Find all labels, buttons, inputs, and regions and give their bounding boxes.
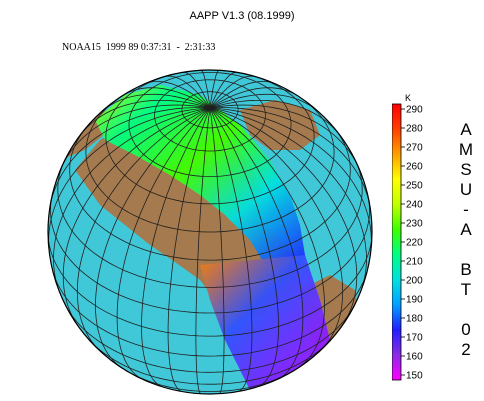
graticule-line	[209, 107, 279, 387]
graticule-line	[209, 107, 372, 248]
graticule-line	[209, 107, 371, 211]
colorbar-title-char: A	[460, 220, 472, 239]
colorbar-tick-label: 230	[406, 219, 423, 230]
colorbar-tick-label: 200	[406, 276, 423, 287]
graticule-line	[141, 107, 211, 387]
colorbar-tick-label: 270	[406, 143, 423, 154]
graticule-line	[124, 87, 211, 109]
colorbar-title-char: T	[460, 280, 472, 299]
colorbar-tick-label: 150	[406, 371, 423, 382]
graticule-line	[209, 107, 304, 379]
colorbar-tick-label: 190	[406, 295, 423, 306]
colorbar-gradient	[392, 103, 402, 381]
graticule-line	[78, 100, 211, 137]
graticule-line	[66, 306, 355, 373]
colorbar-title-char: A	[460, 120, 472, 139]
colorbar-title-char: U	[459, 180, 473, 199]
graticule-line	[183, 71, 211, 109]
colorbar-tick-label: 210	[406, 257, 423, 268]
graticule-line	[76, 107, 211, 350]
colorbar-title-char: 2	[461, 340, 471, 359]
colorbar-title-char: 0	[461, 320, 471, 339]
colorbar-title-char: -	[463, 200, 469, 219]
colorbar-title-char: M	[458, 140, 474, 159]
colorbar-tick-label: 260	[406, 162, 423, 173]
graticule-line	[49, 107, 211, 211]
graticule-line	[209, 81, 276, 109]
colorbar-tick-label: 180	[406, 314, 423, 325]
colorbar-tick-label: 160	[406, 352, 423, 363]
graticule-line	[209, 87, 296, 109]
graticule-line	[94, 107, 211, 368]
graticule-line	[48, 107, 211, 248]
graticule-line	[209, 107, 225, 394]
graticule-line	[209, 107, 253, 392]
graticule-line	[125, 368, 297, 392]
colorbar-tick-label: 250	[406, 181, 423, 192]
graticule-line	[144, 81, 211, 109]
graticule-line	[102, 93, 211, 112]
graticule-line	[53, 271, 368, 357]
globe-outline	[47, 69, 373, 395]
graticule-line	[116, 107, 211, 379]
graticule-line	[209, 104, 360, 169]
satellite-pass-info: NOAA15 1999 89 0:37:31 - 2:31:33	[62, 42, 216, 53]
colorbar-title-char: B	[460, 260, 472, 279]
graticule-line	[209, 75, 256, 109]
colorbar-title-char: S	[460, 160, 472, 179]
graticule-line	[209, 100, 342, 137]
graticule-line	[209, 107, 326, 368]
graticule-line	[209, 107, 358, 323]
graticule-line	[195, 107, 211, 394]
app-version-title: AAPP V1.3 (08.1999)	[189, 10, 295, 22]
satellite-swath-south	[200, 255, 330, 390]
graticule-line	[167, 107, 211, 392]
colorbar-tick-label: 280	[406, 124, 423, 135]
graticule-line	[209, 107, 367, 291]
satellite-swath-north	[95, 85, 305, 265]
colorbar-tick-label: 170	[406, 333, 423, 344]
colorbar-tick-label: 220	[406, 238, 423, 249]
colorbar: 290 280 270 260 250 240 230 220 210 200 190 180 170 1…	[392, 103, 423, 382]
land-greenland	[240, 100, 320, 150]
graticule-line	[209, 71, 237, 109]
graticule-line	[164, 75, 211, 109]
colorbar-tick-label: 290	[406, 105, 423, 116]
graticule-line	[209, 93, 318, 112]
graticule-line	[209, 107, 344, 350]
colorbar-tick-label: 240	[406, 200, 423, 211]
graticule-line	[200, 70, 211, 108]
graticule-line	[62, 107, 211, 323]
graticule-line	[60, 104, 211, 169]
graticule-line	[53, 107, 211, 291]
graticule-line	[209, 70, 220, 108]
graticule-line	[87, 337, 331, 385]
colorbar-units: K	[405, 93, 412, 103]
